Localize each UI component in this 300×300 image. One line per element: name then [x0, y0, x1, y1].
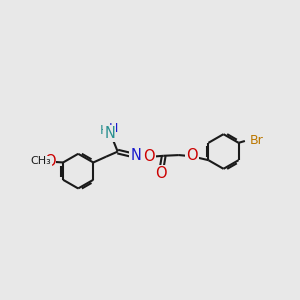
Text: CH₃: CH₃: [30, 156, 51, 166]
Text: O: O: [155, 166, 167, 181]
Text: H: H: [100, 124, 110, 136]
Text: O: O: [143, 149, 155, 164]
Text: O: O: [44, 154, 56, 169]
Text: N: N: [130, 148, 141, 163]
Text: N: N: [104, 126, 115, 141]
Text: H: H: [109, 122, 118, 135]
Text: Br: Br: [250, 134, 263, 147]
Text: O: O: [186, 148, 198, 163]
